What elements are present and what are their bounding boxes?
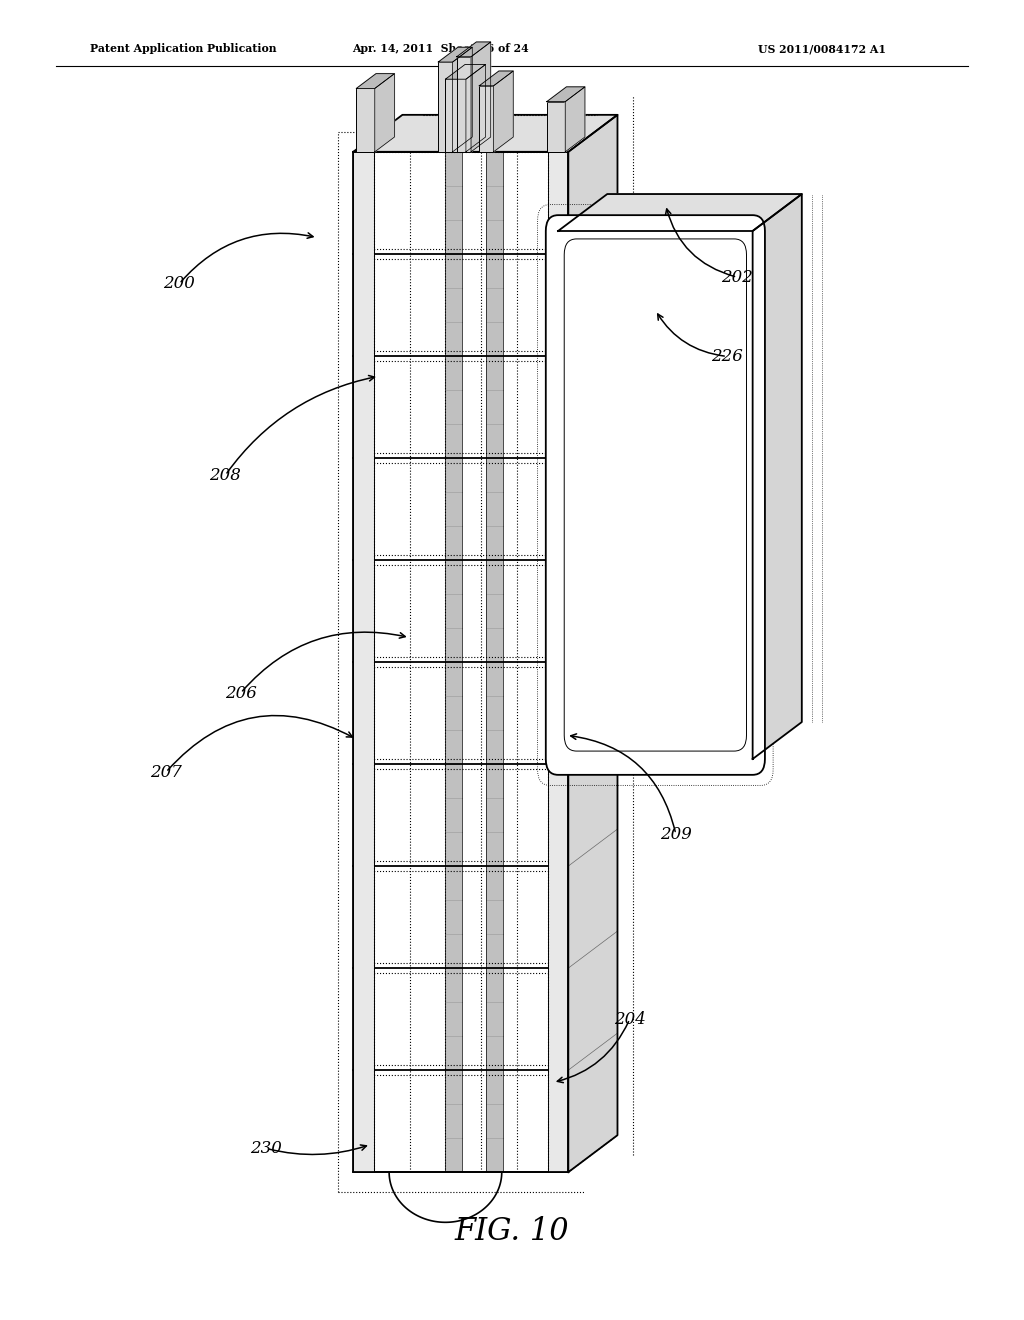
Text: 209: 209 (659, 826, 692, 842)
Polygon shape (445, 65, 485, 79)
Polygon shape (356, 74, 394, 88)
Bar (438, 62, 453, 152)
Bar (547, 102, 565, 152)
Polygon shape (466, 65, 485, 152)
Polygon shape (568, 115, 617, 1172)
Bar (548, 152, 568, 1172)
Text: Patent Application Publication: Patent Application Publication (90, 44, 276, 54)
Bar (353, 152, 374, 1172)
Polygon shape (547, 87, 585, 102)
Polygon shape (375, 74, 394, 152)
Text: 230: 230 (250, 1140, 283, 1156)
Bar (457, 57, 471, 152)
Polygon shape (494, 71, 513, 152)
Polygon shape (457, 42, 490, 57)
Text: 202: 202 (721, 269, 754, 285)
Bar (486, 152, 503, 1172)
Bar (356, 88, 375, 152)
Bar (479, 86, 494, 152)
FancyBboxPatch shape (564, 239, 746, 751)
Text: 226: 226 (711, 348, 743, 364)
Polygon shape (471, 42, 490, 152)
Polygon shape (453, 48, 472, 152)
Text: US 2011/0084172 A1: US 2011/0084172 A1 (758, 44, 886, 54)
Bar (445, 152, 462, 1172)
Bar (353, 152, 568, 1172)
Text: 204: 204 (613, 1011, 646, 1027)
Polygon shape (753, 194, 802, 759)
Polygon shape (438, 48, 472, 62)
Text: 200: 200 (163, 276, 196, 292)
Text: 208: 208 (209, 467, 242, 483)
Text: 206: 206 (224, 685, 257, 701)
Bar (445, 79, 466, 152)
Text: 207: 207 (150, 764, 182, 780)
Text: FIG. 10: FIG. 10 (455, 1216, 569, 1247)
Polygon shape (565, 87, 585, 152)
Polygon shape (558, 194, 802, 231)
FancyBboxPatch shape (546, 215, 765, 775)
Polygon shape (353, 115, 617, 152)
Polygon shape (479, 71, 513, 86)
Text: Apr. 14, 2011  Sheet 16 of 24: Apr. 14, 2011 Sheet 16 of 24 (352, 44, 528, 54)
